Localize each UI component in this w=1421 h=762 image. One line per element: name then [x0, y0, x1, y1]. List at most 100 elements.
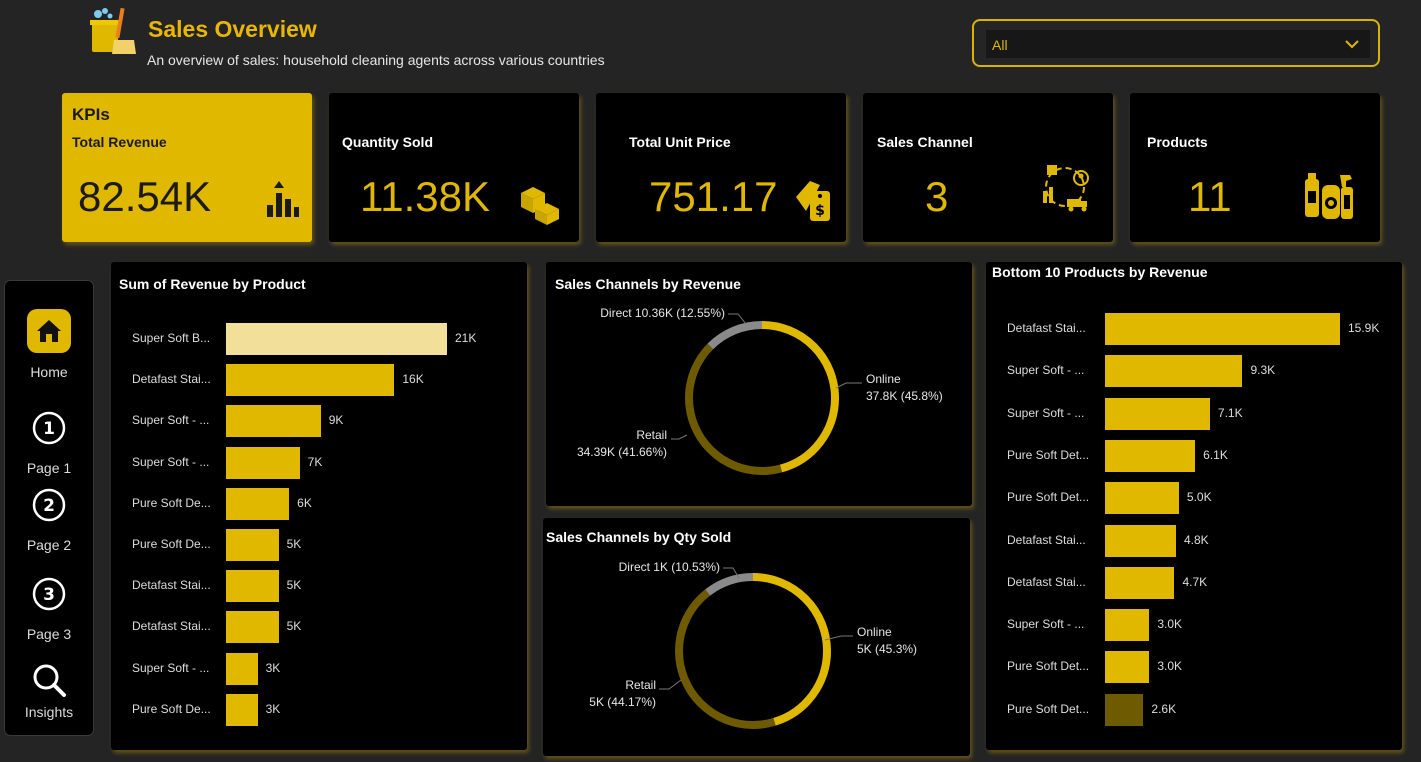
- bar-category-label: Super Soft - ...: [1007, 405, 1085, 420]
- bar-category-label: Pure Soft Det...: [1007, 701, 1090, 716]
- number-3-icon[interactable]: 3: [32, 577, 66, 611]
- bar-value-label: 2.6K: [1151, 701, 1177, 716]
- channels-by-qty-panel: Sales Channels by Qty Sold Online 5K (45.…: [543, 518, 970, 756]
- nav-label-page-2: Page 2: [26, 537, 72, 553]
- bar[interactable]: [1105, 609, 1150, 642]
- filter-select[interactable]: All: [986, 30, 1370, 58]
- kpis-heading: KPIs: [72, 105, 110, 124]
- bar-value-label: 9K: [328, 413, 344, 428]
- kpi-title: Sales Channel: [877, 134, 973, 150]
- nav-label-page-3: Page 3: [26, 626, 72, 642]
- bar-category-label: Detafast Stai...: [1007, 532, 1086, 547]
- bar-category-label: Super Soft - ...: [1007, 617, 1085, 632]
- kpi-title: Products: [1147, 134, 1208, 150]
- page-title: Sales Overview: [148, 16, 317, 42]
- search-icon[interactable]: [32, 663, 66, 697]
- bar-category-label: Super Soft B...: [132, 331, 211, 345]
- bar-value-label: 4.7K: [1182, 574, 1208, 589]
- bar-category-label: Super Soft - ...: [1007, 363, 1085, 378]
- bar[interactable]: [226, 405, 321, 438]
- bar-value-label: 6K: [297, 495, 312, 510]
- bar[interactable]: [226, 529, 279, 561]
- nav-item-page-3[interactable]: 3 Page 3: [5, 577, 93, 642]
- bar[interactable]: [1105, 566, 1175, 599]
- channels-by-revenue-donut: Online 37.8K (45.8%) Retail 34.39K (41.66%)…: [577, 306, 943, 475]
- bar[interactable]: [226, 446, 300, 479]
- donut-slice-direct[interactable]: [675, 573, 831, 729]
- bar[interactable]: [1105, 482, 1179, 515]
- bar-value-label: 16K: [402, 372, 424, 387]
- chevron-down-icon[interactable]: [1344, 36, 1360, 52]
- svg-text:1: 1: [43, 419, 55, 439]
- svg-text:$: $: [815, 203, 825, 219]
- svg-text:2: 2: [43, 496, 55, 516]
- chart-title: Sales Channels by Revenue: [555, 276, 741, 292]
- nav-item-insights[interactable]: Insights: [5, 663, 93, 720]
- bar-category-label: Detafast Stai...: [132, 578, 211, 593]
- bar-category-label: Detafast Stai...: [1007, 321, 1086, 335]
- side-navigation: Home 1 Page 1 2 Page 2 3 Page 3 Insights: [4, 280, 94, 736]
- donut-data-label: Online: [857, 625, 892, 639]
- donut-data-label: 34.39K (41.66%): [577, 445, 667, 459]
- bar-value-label: 7.1K: [1217, 405, 1243, 420]
- donut-leader-line: [723, 567, 740, 579]
- nav-item-page-2[interactable]: 2 Page 2: [5, 488, 93, 553]
- bar[interactable]: [1105, 439, 1196, 472]
- kpi-value: 751.17: [649, 173, 778, 220]
- bar-value-label: 15.9K: [1348, 321, 1380, 335]
- bar[interactable]: [226, 487, 290, 520]
- bar[interactable]: [226, 570, 279, 603]
- donut-slice-direct[interactable]: [685, 321, 839, 475]
- kpi-value: 11: [1188, 173, 1232, 220]
- donut-slice-retail[interactable]: [685, 321, 839, 475]
- kpi-card-total-unit-price: Total Unit Price 751.17 $: [596, 93, 846, 242]
- nav-item-home[interactable]: Home: [5, 309, 93, 380]
- number-2-icon[interactable]: 2: [32, 488, 66, 522]
- bottom-10-products-panel: Bottom 10 Products by Revenue Detafast S…: [986, 262, 1402, 750]
- bar[interactable]: [1105, 651, 1150, 684]
- bar-value-label: 3K: [265, 701, 281, 716]
- bar-value-label: 6.1K: [1203, 447, 1228, 462]
- donut-leader-line: [824, 635, 853, 641]
- bar[interactable]: [226, 652, 258, 685]
- svg-text:3: 3: [43, 585, 55, 605]
- donut-leader-line: [671, 434, 688, 440]
- kpi-title: Total Revenue: [72, 134, 167, 150]
- donut-data-label: Retail: [636, 428, 667, 442]
- bar-value-label: 5K: [286, 619, 302, 634]
- donut-data-label: 5K (44.17%): [589, 695, 656, 709]
- bar-category-label: Super Soft - ...: [132, 660, 210, 675]
- cleaning-bottles-icon: [1305, 173, 1353, 219]
- bar[interactable]: [1105, 313, 1340, 345]
- bar[interactable]: [1105, 693, 1144, 726]
- bar[interactable]: [1105, 524, 1176, 557]
- bar[interactable]: [226, 323, 447, 355]
- donut-data-label: 5K (45.3%): [857, 642, 917, 656]
- donut-leader-line: [835, 382, 862, 389]
- donut-data-label: Direct 10.36K (12.55%): [600, 306, 725, 320]
- bar[interactable]: [1105, 355, 1243, 388]
- bar[interactable]: [226, 611, 279, 644]
- channels-by-revenue-panel: Sales Channels by Revenue Online 37.8K (4…: [546, 262, 972, 506]
- kpi-card-total-revenue: KPIs Total Revenue 82.54K: [62, 93, 312, 242]
- number-1-icon[interactable]: 1: [32, 411, 66, 445]
- bar-value-label: 3K: [265, 660, 281, 675]
- bar-category-label: Pure Soft Det...: [1007, 447, 1090, 462]
- donut-data-label: Retail: [625, 678, 656, 692]
- nav-item-page-1[interactable]: 1 Page 1: [5, 411, 93, 476]
- donut-slice-retail[interactable]: [675, 573, 831, 729]
- home-icon[interactable]: [27, 309, 71, 353]
- bar[interactable]: [226, 364, 395, 397]
- bar[interactable]: [1105, 397, 1210, 430]
- donut-data-label: 37.8K (45.8%): [866, 389, 943, 403]
- bar-category-label: Pure Soft De...: [132, 537, 211, 551]
- bar-chart-up-icon: [267, 181, 299, 217]
- bar-value-label: 3.0K: [1157, 617, 1183, 632]
- bar-category-label: Detafast Stai...: [1007, 574, 1086, 589]
- kpi-title: Quantity Sold: [342, 134, 433, 150]
- bar-value-label: 5.0K: [1186, 490, 1212, 505]
- bar[interactable]: [226, 693, 258, 726]
- kpi-title: Total Unit Price: [629, 134, 731, 150]
- filter-dropdown[interactable]: All: [972, 19, 1380, 67]
- price-tag-dollar-icon: $: [796, 181, 830, 221]
